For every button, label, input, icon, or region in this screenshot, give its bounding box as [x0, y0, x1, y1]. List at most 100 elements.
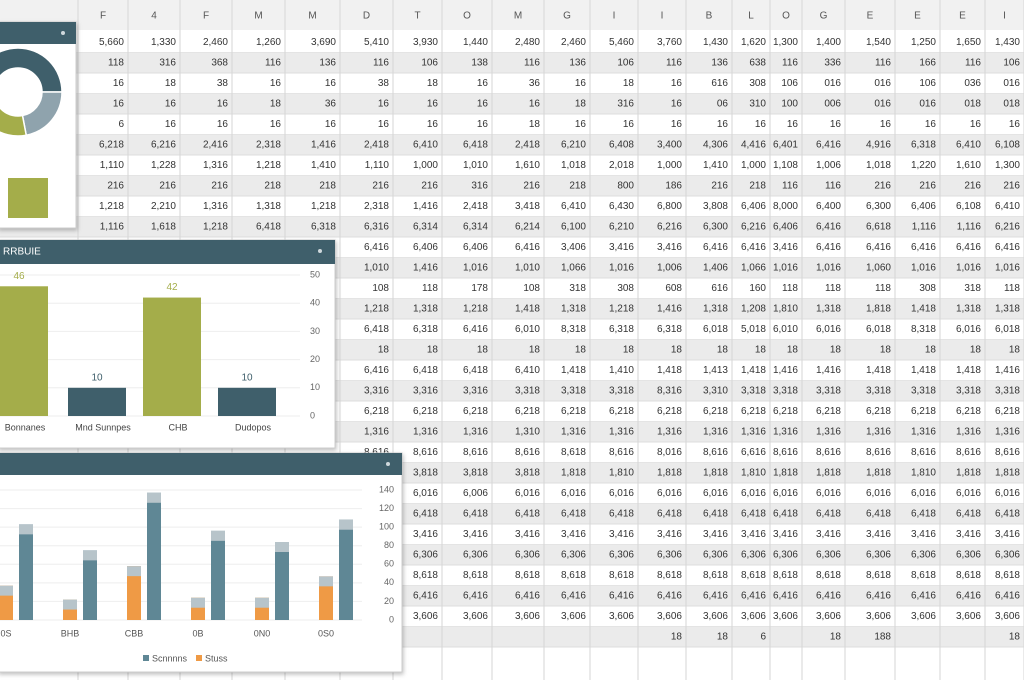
cell[interactable]: 1,818: [773, 467, 798, 478]
cell[interactable]: 1,016: [956, 262, 981, 273]
cell[interactable]: 6,418: [657, 508, 682, 519]
cell[interactable]: 18: [880, 344, 892, 355]
cell[interactable]: 318: [569, 283, 586, 294]
cell[interactable]: 108: [372, 283, 389, 294]
cell[interactable]: 3,606: [911, 611, 936, 622]
cell[interactable]: 216: [919, 180, 936, 191]
cell[interactable]: 1,316: [561, 426, 586, 437]
column-header[interactable]: I: [1003, 11, 1006, 22]
column-header[interactable]: M: [254, 11, 262, 22]
cell[interactable]: 6,416: [995, 242, 1020, 253]
cell[interactable]: 6,406: [741, 201, 766, 212]
cell[interactable]: 3,606: [515, 611, 540, 622]
column-header[interactable]: I: [661, 11, 664, 22]
cell[interactable]: 138: [471, 57, 488, 68]
cell[interactable]: 216: [1003, 180, 1020, 191]
cell[interactable]: 6,418: [256, 221, 281, 232]
cell[interactable]: 3,606: [816, 611, 841, 622]
cell[interactable]: 6,418: [995, 508, 1020, 519]
cell[interactable]: 1,316: [911, 426, 936, 437]
column-header[interactable]: E: [959, 11, 966, 22]
cell[interactable]: 16: [671, 78, 683, 89]
cell[interactable]: 16: [427, 119, 439, 130]
cell[interactable]: 6,006: [463, 488, 488, 499]
cell[interactable]: 3,818: [413, 467, 438, 478]
cell[interactable]: 16: [270, 119, 282, 130]
cell[interactable]: 3,416: [956, 529, 981, 540]
cell[interactable]: 1,610: [956, 160, 981, 171]
cell[interactable]: 6,416: [816, 242, 841, 253]
cell[interactable]: 1,318: [413, 303, 438, 314]
cell[interactable]: 1,416: [413, 201, 438, 212]
cell[interactable]: 6,416: [956, 242, 981, 253]
cell[interactable]: 1,818: [866, 467, 891, 478]
cell[interactable]: 1,620: [741, 37, 766, 48]
cell[interactable]: 116: [666, 57, 682, 68]
cell[interactable]: 6,218: [773, 406, 798, 417]
cell[interactable]: 8,316: [657, 385, 682, 396]
cell[interactable]: 166: [919, 57, 936, 68]
cell[interactable]: 6,218: [956, 406, 981, 417]
cell[interactable]: 1,413: [703, 365, 728, 376]
cell[interactable]: 6,306: [657, 549, 682, 560]
cell[interactable]: 6,416: [703, 590, 728, 601]
panel-menu-icon[interactable]: [386, 462, 390, 466]
cell[interactable]: 2,460: [203, 37, 228, 48]
cell[interactable]: 6,016: [956, 324, 981, 335]
cell[interactable]: 3,318: [956, 385, 981, 396]
cell[interactable]: 6,018: [866, 324, 891, 335]
cell[interactable]: 16: [1009, 119, 1021, 130]
cell[interactable]: 1,410: [609, 365, 634, 376]
cell[interactable]: 16: [113, 78, 125, 89]
cell[interactable]: 8,318: [911, 324, 936, 335]
cell[interactable]: 3,416: [911, 529, 936, 540]
cell[interactable]: 6,406: [413, 242, 438, 253]
cell[interactable]: 1,400: [816, 37, 841, 48]
cell[interactable]: 6,416: [773, 590, 798, 601]
cell[interactable]: 1,318: [956, 303, 981, 314]
cell[interactable]: 1,650: [956, 37, 981, 48]
cell[interactable]: 1,316: [741, 426, 766, 437]
cell[interactable]: 6,416: [463, 590, 488, 601]
cell[interactable]: 16: [671, 119, 683, 130]
cell[interactable]: 6,314: [463, 221, 488, 232]
cell[interactable]: 2,318: [364, 201, 389, 212]
cell[interactable]: 1,416: [413, 262, 438, 273]
cell[interactable]: 3,318: [866, 385, 891, 396]
cell[interactable]: 6,416: [515, 590, 540, 601]
cell[interactable]: 308: [919, 283, 936, 294]
cell[interactable]: 1,418: [741, 365, 766, 376]
cell[interactable]: 3,606: [956, 611, 981, 622]
cell[interactable]: 6,410: [515, 365, 540, 376]
cell[interactable]: 018: [1003, 98, 1020, 109]
cell[interactable]: 6,416: [866, 242, 891, 253]
cell[interactable]: 3,400: [657, 139, 682, 150]
cell[interactable]: 6,306: [911, 549, 936, 560]
panel-menu-icon[interactable]: [318, 249, 322, 253]
cell[interactable]: 6,418: [463, 365, 488, 376]
cell[interactable]: 216: [107, 180, 124, 191]
cell[interactable]: 1,410: [703, 160, 728, 171]
cell[interactable]: 1,318: [561, 303, 586, 314]
cell[interactable]: 6,418: [773, 508, 798, 519]
cell[interactable]: 18: [427, 344, 439, 355]
cell[interactable]: 1,218: [463, 303, 488, 314]
cell[interactable]: 16: [217, 98, 229, 109]
cell[interactable]: 6,218: [99, 139, 124, 150]
cell[interactable]: 6,406: [911, 201, 936, 212]
cell[interactable]: 116: [782, 180, 798, 191]
cell[interactable]: 16: [113, 98, 125, 109]
cell[interactable]: 6,306: [956, 549, 981, 560]
cell[interactable]: 2,418: [364, 139, 389, 150]
cell[interactable]: 8,616: [816, 447, 841, 458]
cell[interactable]: 3,316: [413, 385, 438, 396]
cell[interactable]: 3,318: [995, 385, 1020, 396]
cell[interactable]: 1,010: [364, 262, 389, 273]
cell[interactable]: 6,108: [956, 201, 981, 212]
cell[interactable]: 1,316: [657, 426, 682, 437]
cell[interactable]: 6,418: [816, 508, 841, 519]
cell[interactable]: 6,306: [816, 549, 841, 560]
cell[interactable]: 1,418: [956, 365, 981, 376]
column-header[interactable]: D: [363, 11, 370, 22]
cell[interactable]: 6: [118, 119, 124, 130]
